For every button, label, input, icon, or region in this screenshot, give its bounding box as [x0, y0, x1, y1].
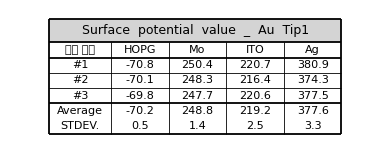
- Text: 1.4: 1.4: [189, 121, 207, 131]
- Text: 248.8: 248.8: [181, 106, 213, 116]
- Text: 247.7: 247.7: [181, 91, 213, 101]
- Text: 250.4: 250.4: [181, 60, 213, 70]
- Text: HOPG: HOPG: [123, 45, 156, 55]
- Text: Average: Average: [57, 106, 103, 116]
- Text: -70.8: -70.8: [125, 60, 154, 70]
- Text: Ag: Ag: [305, 45, 320, 55]
- Text: 380.9: 380.9: [297, 60, 328, 70]
- Text: 측정 위치: 측정 위치: [65, 45, 95, 55]
- Text: ITO: ITO: [246, 45, 264, 55]
- Text: Mo: Mo: [189, 45, 206, 55]
- Text: 2.5: 2.5: [246, 121, 264, 131]
- Text: 377.6: 377.6: [297, 106, 328, 116]
- Text: -70.1: -70.1: [125, 76, 154, 85]
- Text: 219.2: 219.2: [239, 106, 271, 116]
- Text: Surface  potential  value  _  Au  Tip1: Surface potential value _ Au Tip1: [82, 24, 309, 37]
- Text: 3.3: 3.3: [304, 121, 322, 131]
- Text: #3: #3: [72, 91, 88, 101]
- Text: 220.7: 220.7: [239, 60, 271, 70]
- Text: 216.4: 216.4: [239, 76, 271, 85]
- Text: 374.3: 374.3: [297, 76, 328, 85]
- Text: #1: #1: [72, 60, 88, 70]
- Text: 220.6: 220.6: [239, 91, 271, 101]
- Text: #2: #2: [72, 76, 88, 85]
- Text: -69.8: -69.8: [125, 91, 154, 101]
- Text: 377.5: 377.5: [297, 91, 328, 101]
- Text: STDEV.: STDEV.: [61, 121, 100, 131]
- Text: 248.3: 248.3: [181, 76, 213, 85]
- Text: 0.5: 0.5: [131, 121, 149, 131]
- Text: -70.2: -70.2: [125, 106, 154, 116]
